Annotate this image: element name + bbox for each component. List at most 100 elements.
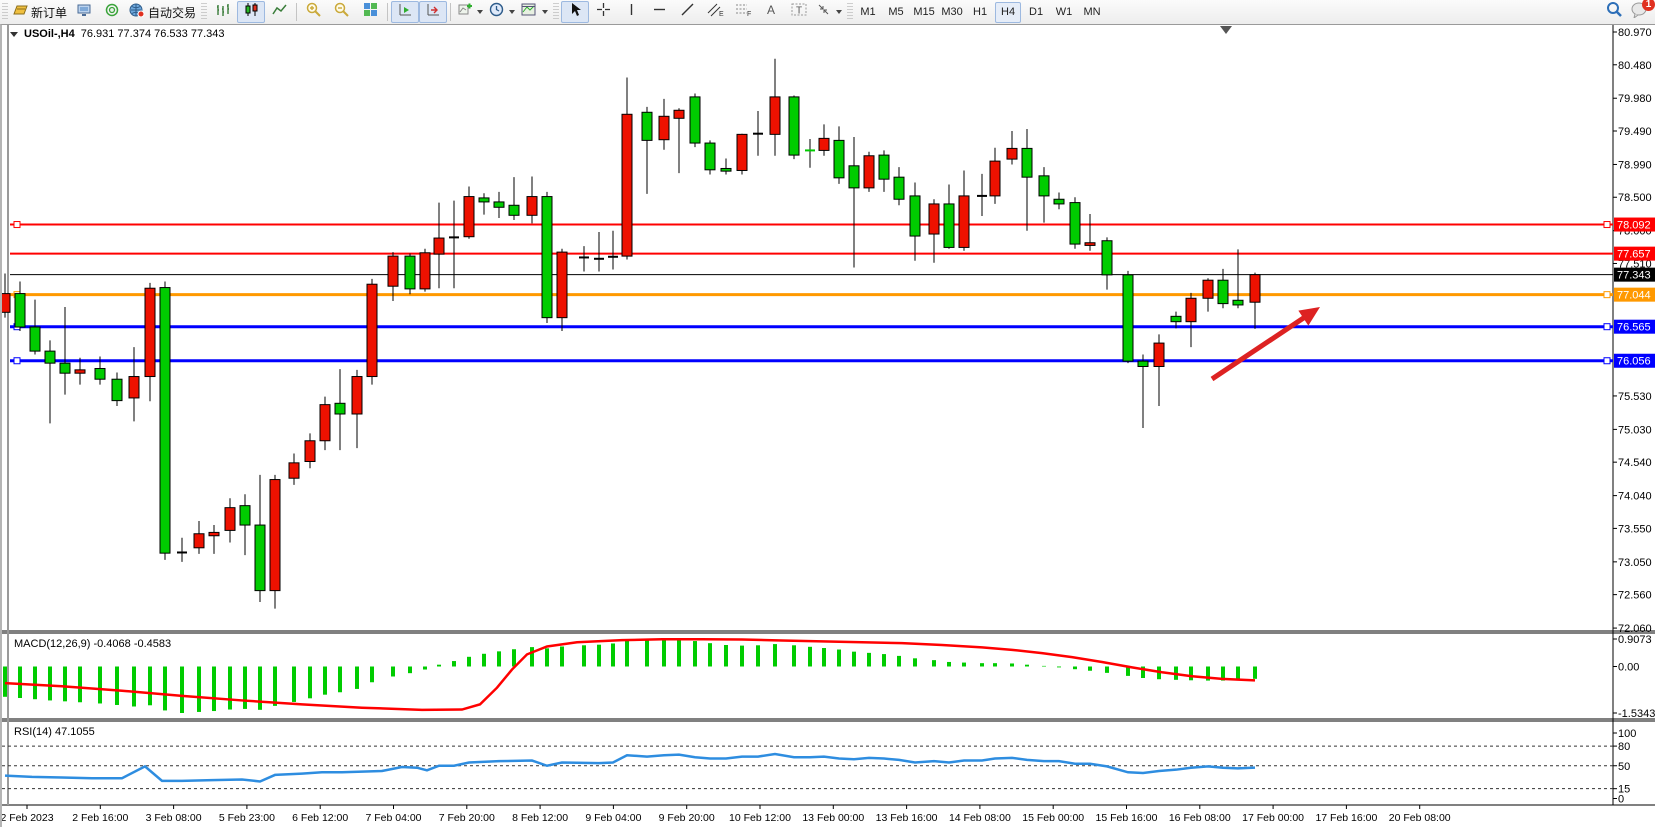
hline-price-badge: 76.056 xyxy=(1617,356,1651,368)
chart-ohlc-values: 76.931 77.374 76.533 77.343 xyxy=(80,28,225,40)
dropdown-caret xyxy=(509,10,516,14)
time-label: 9 Feb 20:00 xyxy=(659,812,715,824)
tile-windows-button[interactable] xyxy=(356,1,384,23)
templates-button[interactable] xyxy=(518,1,551,23)
trendline-button[interactable] xyxy=(673,1,701,23)
hline-price-badge: 77.657 xyxy=(1617,249,1651,261)
hline-marker[interactable] xyxy=(1603,357,1611,365)
clock-icon xyxy=(489,2,504,22)
hline-marker[interactable] xyxy=(1603,291,1611,299)
new-order-button[interactable]: 新订单 xyxy=(10,1,70,23)
equidistant-channel-button[interactable]: E xyxy=(701,1,729,23)
vertical-line-button[interactable] xyxy=(617,1,645,23)
svg-text:T: T xyxy=(796,6,802,17)
market-watch-button[interactable] xyxy=(70,1,98,23)
chevron-down-icon[interactable] xyxy=(10,31,18,37)
svg-text:72.060: 72.060 xyxy=(1618,623,1652,635)
hline-marker[interactable] xyxy=(1603,221,1611,229)
time-label: 7 Feb 04:00 xyxy=(365,812,421,824)
magnifier-minus-icon xyxy=(334,2,350,22)
cursor-button[interactable] xyxy=(561,1,590,23)
shapes-icon xyxy=(816,2,831,22)
text-button[interactable]: A xyxy=(757,1,785,23)
svg-text:0.9073: 0.9073 xyxy=(1618,634,1652,646)
time-label: 13 Feb 00:00 xyxy=(802,812,864,824)
hline-icon xyxy=(652,3,667,21)
timeframe-M1[interactable]: M1 xyxy=(860,6,876,18)
toolbar-grip[interactable] xyxy=(553,3,560,21)
rsi-line xyxy=(4,752,1256,783)
hline-marker[interactable] xyxy=(13,221,21,229)
time-label: 5 Feb 23:00 xyxy=(219,812,275,824)
candles-icon xyxy=(244,2,259,22)
notification-badge: 1 xyxy=(1642,0,1655,11)
svg-text:80: 80 xyxy=(1618,741,1630,753)
svg-text:72.560: 72.560 xyxy=(1618,590,1652,602)
time-label: 15 Feb 00:00 xyxy=(1022,812,1084,824)
green-plus-icon xyxy=(457,2,473,22)
chart-header[interactable]: USOil-,H4 76.931 77.374 76.533 77.343 xyxy=(10,28,224,40)
zoom-in-button[interactable] xyxy=(300,1,328,23)
arrow-head xyxy=(1298,307,1320,326)
chart-shift-button[interactable] xyxy=(419,1,448,23)
toolbar: 新订单 自动交易 xyxy=(0,0,1655,25)
arrows-button[interactable] xyxy=(813,1,845,23)
hline-marker[interactable] xyxy=(1603,323,1611,331)
periods-button[interactable] xyxy=(486,1,518,23)
search-icon[interactable] xyxy=(1606,1,1623,23)
svg-text:15: 15 xyxy=(1618,784,1630,796)
timeframe-D1[interactable]: D1 xyxy=(1029,6,1044,18)
svg-text:78.990: 78.990 xyxy=(1618,159,1652,171)
crosshair-icon xyxy=(596,2,611,22)
toolbar-grip[interactable] xyxy=(2,3,8,21)
monitor-icon xyxy=(77,3,92,22)
chart-window: USOil-,H4 76.931 77.374 76.533 77.343 80… xyxy=(0,24,1655,827)
autotrade-button[interactable]: 自动交易 xyxy=(126,1,199,23)
indicators-button[interactable] xyxy=(454,1,486,23)
timeframe-H4[interactable]: H4 xyxy=(995,1,1022,23)
toolbar-grip[interactable] xyxy=(847,3,854,21)
time-label: 14 Feb 08:00 xyxy=(949,812,1011,824)
time-label: 3 Feb 08:00 xyxy=(146,812,202,824)
price-axis[interactable]: 80.970 80.480 79.980 79.490 78.990 78.500 78.0… xyxy=(1613,27,1652,635)
fibonacci-button[interactable]: F xyxy=(729,1,757,23)
timeframe-M15[interactable]: M15 xyxy=(913,6,935,18)
time-label: 2 Feb 16:00 xyxy=(72,812,128,824)
grid-icon xyxy=(363,2,378,22)
signals-button[interactable] xyxy=(98,1,126,23)
arrow-annotation[interactable] xyxy=(1210,312,1310,382)
hline-price-badge: 76.565 xyxy=(1617,322,1651,334)
horizontal-line-button[interactable] xyxy=(645,1,673,23)
line-icon xyxy=(271,2,287,22)
text-label-button[interactable]: T xyxy=(785,1,813,23)
timeframe-M5[interactable]: M5 xyxy=(888,6,904,18)
svg-text:80.480: 80.480 xyxy=(1618,60,1652,72)
zoom-out-button[interactable] xyxy=(328,1,356,23)
hline-price-badge: 77.044 xyxy=(1617,290,1651,302)
crosshair-button[interactable] xyxy=(589,1,617,23)
chart-shift-marker[interactable] xyxy=(1220,26,1232,34)
template-icon xyxy=(521,2,537,22)
timeframe-H1[interactable]: H1 xyxy=(973,6,988,18)
hline-marker[interactable] xyxy=(13,357,21,365)
line-chart-type-button[interactable] xyxy=(265,1,293,23)
timeframe-W1[interactable]: W1 xyxy=(1055,6,1073,18)
toolbar-grip[interactable] xyxy=(201,3,208,21)
time-label: 2 Feb 2023 xyxy=(2,812,54,824)
svg-text:100: 100 xyxy=(1618,728,1636,740)
candle-chart-type-button[interactable] xyxy=(237,1,266,23)
timeframe-M30[interactable]: M30 xyxy=(941,6,963,18)
new-order-icon xyxy=(13,3,28,22)
bar-chart-type-button[interactable] xyxy=(209,1,237,23)
svg-text:0.00: 0.00 xyxy=(1618,662,1639,674)
time-label: 10 Feb 12:00 xyxy=(729,812,791,824)
svg-text:79.980: 79.980 xyxy=(1618,93,1652,105)
timeframe-MN[interactable]: MN xyxy=(1083,6,1101,18)
macd-label: MACD(12,26,9) -0.4068 -0.4583 xyxy=(14,638,171,650)
auto-scroll-button[interactable] xyxy=(391,1,420,23)
time-axis[interactable]: 2 Feb 2023 2 Feb 16:00 3 Feb 08:00 5 Feb 23… xyxy=(0,805,1451,824)
notifications-icon[interactable]: 1 xyxy=(1631,0,1655,23)
chart-canvas[interactable]: 80.970 80.480 79.980 79.490 78.990 78.500 78.0… xyxy=(0,25,1655,827)
